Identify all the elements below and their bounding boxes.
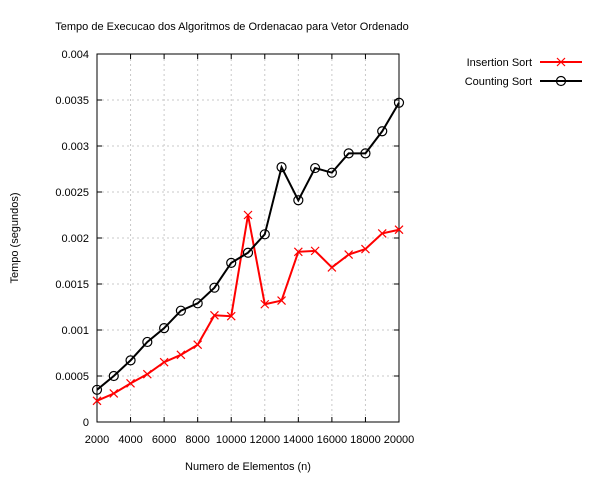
counting-sort-point — [242, 247, 254, 258]
y-tick-label: 0.0005 — [55, 371, 89, 383]
grid — [97, 54, 399, 422]
y-tick-label: 0.0035 — [55, 95, 89, 107]
counting-sort-point — [360, 148, 371, 159]
counting-sort-point — [393, 97, 405, 108]
counting-sort-line — [96, 102, 400, 391]
insertion-sort-point — [344, 250, 354, 259]
x-tick-label: 20000 — [384, 434, 415, 446]
y-tick-label: 0.0025 — [55, 187, 89, 199]
counting-sort-point — [159, 323, 170, 334]
x-tick-label: 16000 — [317, 434, 348, 446]
counting-sort-point — [192, 298, 203, 309]
insertion-sort-point — [327, 263, 337, 272]
counting-sort-point — [259, 229, 270, 240]
counting-sort-point — [142, 336, 153, 348]
insertion-sort-point — [109, 389, 119, 398]
insertion-sort-point — [126, 378, 135, 388]
x-tick-label: 4000 — [118, 434, 142, 446]
counting-sort-point — [91, 384, 103, 395]
counting-sort-point — [343, 148, 354, 159]
insertion-sort-point — [159, 357, 169, 367]
insertion-sort-point — [277, 296, 286, 305]
y-tick-label: 0 — [83, 417, 89, 429]
insertion-sort-point — [377, 228, 387, 238]
insertion-sort-point — [210, 310, 219, 320]
insertion-sort-point — [260, 299, 270, 309]
x-tick-label: 2000 — [85, 434, 109, 446]
counting-sort-point — [326, 167, 337, 178]
y-tick-label: 0.002 — [61, 233, 89, 245]
insertion-sort-point — [142, 369, 152, 379]
counting-sort-point — [377, 126, 388, 137]
counting-sort-point — [310, 162, 321, 174]
legend-label-insertion-sort: Insertion Sort — [467, 57, 532, 69]
counting-sort-point — [226, 257, 237, 268]
legend-marker-insertion-sort — [556, 57, 566, 67]
y-tick-label: 0.0015 — [55, 279, 89, 291]
counting-sort-point — [276, 162, 287, 173]
ticks: 0 0.0005 0.001 0.0015 0.002 0.0025 0.003 0.0035… — [55, 49, 414, 446]
x-tick-label: 10000 — [216, 434, 247, 446]
y-tick-label: 0.001 — [61, 325, 89, 337]
x-tick-label: 14000 — [283, 434, 314, 446]
insertion-sort-point — [226, 311, 236, 321]
y-tick-label: 0.004 — [61, 49, 89, 61]
x-tick-label: 18000 — [350, 434, 381, 446]
insertion-sort-point — [243, 210, 253, 220]
counting-sort-point — [293, 195, 304, 206]
legend: Insertion Sort Counting Sort — [465, 57, 582, 88]
insertion-sort-point — [176, 350, 186, 360]
series — [91, 97, 405, 406]
insertion-sort-point — [92, 396, 102, 406]
insertion-sort-point — [361, 244, 370, 254]
chart-title: Tempo de Execucao dos Algoritmos de Orde… — [55, 21, 408, 33]
counting-sort-point — [209, 282, 220, 293]
y-axis-label: Tempo (segundos) — [9, 192, 21, 283]
counting-sort-point — [125, 355, 136, 366]
insertion-sort-point — [193, 340, 203, 350]
x-tick-label: 8000 — [185, 434, 209, 446]
insertion-sort-line — [96, 214, 400, 402]
insertion-sort-point — [293, 247, 303, 257]
legend-marker-counting-sort — [555, 75, 567, 87]
insertion-sort-point — [394, 225, 404, 235]
x-axis-label: Numero de Elementos (n) — [185, 461, 311, 473]
legend-label-counting-sort: Counting Sort — [465, 76, 532, 88]
x-tick-label: 6000 — [152, 434, 176, 446]
insertion-sort-point — [310, 246, 320, 256]
x-tick-label: 12000 — [249, 434, 280, 446]
y-tick-label: 0.003 — [61, 141, 89, 153]
counting-sort-point — [175, 305, 186, 316]
counting-sort-point — [108, 370, 119, 382]
